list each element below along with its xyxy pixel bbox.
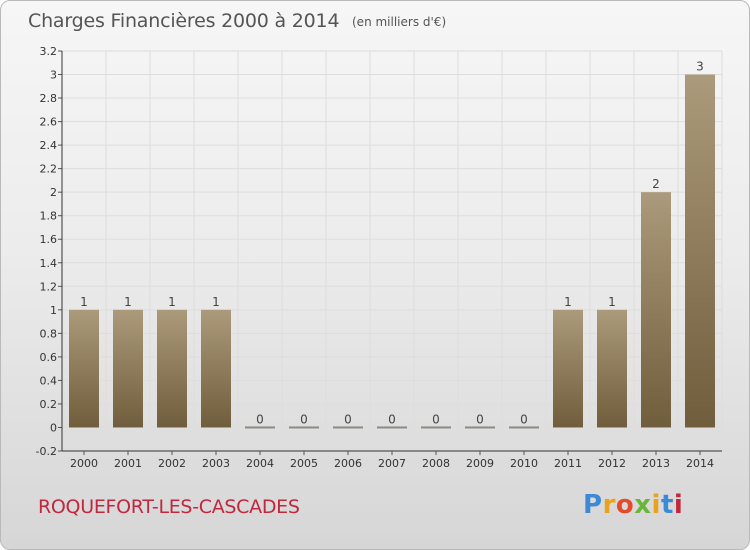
x-tick-label: 2003 (202, 457, 230, 470)
data-label: 1 (564, 295, 572, 309)
data-label: 0 (300, 412, 308, 426)
bar (377, 426, 407, 429)
data-label: 0 (388, 412, 396, 426)
data-label: 0 (432, 412, 440, 426)
data-label: 1 (168, 295, 176, 309)
bar (69, 309, 99, 428)
data-label: 2 (652, 177, 660, 191)
y-tick-label: 1 (50, 304, 57, 317)
data-label: 0 (476, 412, 484, 426)
x-tick-label: 2007 (378, 457, 406, 470)
bar (157, 309, 187, 428)
chart-title: Charges Financières 2000 à 2014 (28, 10, 340, 32)
y-tick-label: 2.2 (40, 163, 58, 176)
x-tick-label: 2012 (598, 457, 626, 470)
y-tick-label: 3.2 (40, 45, 58, 58)
y-tick-label: 0.2 (40, 398, 58, 411)
x-tick-label: 2006 (334, 457, 362, 470)
x-tick-label: 2013 (642, 457, 670, 470)
bar (333, 426, 363, 429)
y-tick-label: 0.6 (40, 351, 58, 364)
y-tick-label: 0 (50, 421, 57, 434)
y-tick-label: 0.8 (40, 327, 58, 340)
data-label: 1 (212, 295, 220, 309)
bar (685, 74, 715, 428)
bar (289, 426, 319, 429)
y-tick-label: 3 (50, 69, 57, 82)
bar (465, 426, 495, 429)
data-label: 1 (80, 295, 88, 309)
bar (421, 426, 451, 429)
x-tick-label: 2004 (246, 457, 274, 470)
bar (597, 309, 627, 428)
x-tick-label: 2010 (510, 457, 538, 470)
y-tick-label: 1.4 (40, 257, 58, 270)
y-tick-label: -0.2 (36, 445, 57, 458)
y-tick-label: 2.6 (40, 116, 58, 129)
y-tick-label: 0.4 (40, 374, 58, 387)
chart-subtitle: (en milliers d'€) (352, 15, 447, 29)
y-tick-label: 1.8 (40, 210, 58, 223)
data-label: 0 (344, 412, 352, 426)
data-label: 3 (696, 60, 704, 74)
x-tick-label: 2011 (554, 457, 582, 470)
commune-name: ROQUEFORT-LES-CASCADES (38, 496, 300, 518)
y-tick-label: 1.6 (40, 233, 58, 246)
x-tick-label: 2014 (686, 457, 714, 470)
data-label: 0 (256, 412, 264, 426)
proxiti-logo: Proxiti (583, 490, 684, 520)
y-tick-label: 2.4 (40, 139, 58, 152)
x-tick-label: 2008 (422, 457, 450, 470)
x-tick-label: 2002 (158, 457, 186, 470)
bar (245, 426, 275, 429)
data-label: 0 (520, 412, 528, 426)
y-tick-label: 2.8 (40, 92, 58, 105)
bar (201, 309, 231, 428)
y-tick-label: 2 (50, 186, 57, 199)
x-tick-label: 2005 (290, 457, 318, 470)
bar (553, 309, 583, 428)
x-tick-label: 2000 (70, 457, 98, 470)
bar (113, 309, 143, 428)
data-label: 1 (124, 295, 132, 309)
x-tick-label: 2001 (114, 457, 142, 470)
y-tick-label: 1.2 (40, 280, 58, 293)
bar (509, 426, 539, 429)
data-label: 1 (608, 295, 616, 309)
x-tick-label: 2009 (466, 457, 494, 470)
bar (641, 192, 671, 428)
